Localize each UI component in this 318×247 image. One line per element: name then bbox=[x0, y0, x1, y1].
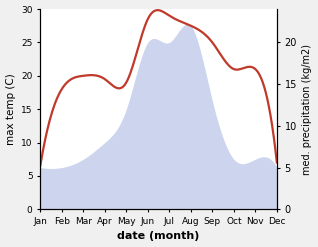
Y-axis label: max temp (C): max temp (C) bbox=[5, 73, 16, 145]
Y-axis label: med. precipitation (kg/m2): med. precipitation (kg/m2) bbox=[302, 44, 313, 175]
X-axis label: date (month): date (month) bbox=[117, 231, 200, 242]
